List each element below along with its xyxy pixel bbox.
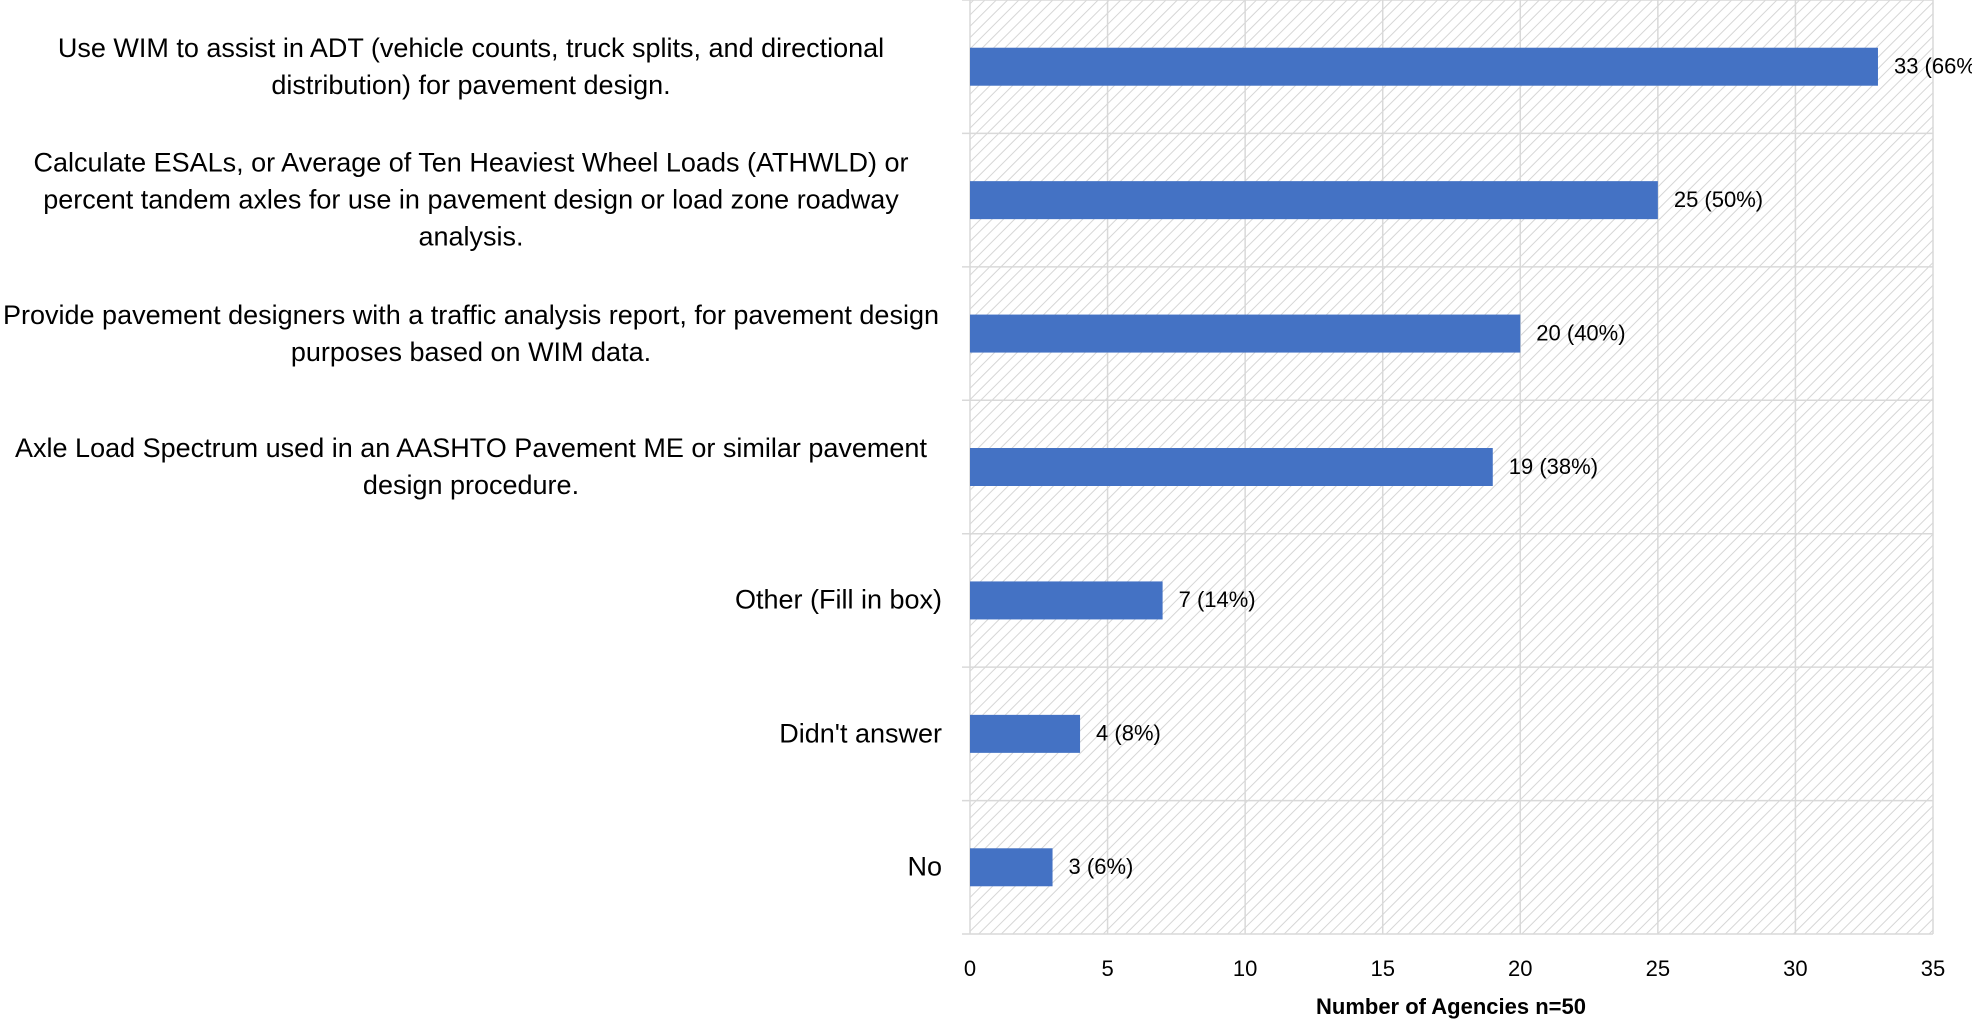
category-label-box: Calculate ESALs, or Average of Ten Heavi… (0, 145, 942, 256)
x-tick-label: 5 (1101, 956, 1113, 981)
data-label: 7 (14%) (1179, 587, 1256, 612)
bar (970, 448, 1493, 486)
x-tick-label: 15 (1370, 956, 1394, 981)
x-tick-label: 35 (1921, 956, 1945, 981)
bar (970, 181, 1658, 220)
category-label-box: Use WIM to assist in ADT (vehicle counts… (0, 30, 942, 104)
y-tick-label: Provide pavement designers with a traffi… (3, 299, 939, 367)
category-label-box: Provide pavement designers with a traffi… (0, 297, 942, 371)
category-label-box: Other (Fill in box) (735, 582, 942, 619)
data-label: 19 (38%) (1509, 454, 1598, 479)
x-tick-label: 20 (1508, 956, 1532, 981)
x-tick-label: 10 (1233, 956, 1257, 981)
data-label: 3 (6%) (1069, 854, 1134, 879)
bar (970, 314, 1521, 353)
y-tick-label: Calculate ESALs, or Average of Ten Heavi… (33, 147, 909, 252)
category-label-box: Didn't answer (779, 715, 942, 752)
bar (970, 714, 1081, 753)
y-tick-label: Didn't answer (779, 718, 942, 749)
x-axis-title: Number of Agencies n=50 (1316, 994, 1586, 1019)
data-label: 4 (8%) (1096, 721, 1161, 746)
data-label: 25 (50%) (1674, 187, 1763, 212)
category-label-box: No (907, 849, 942, 886)
data-label: 20 (40%) (1536, 320, 1625, 345)
bar (970, 848, 1053, 887)
bar (970, 581, 1163, 620)
y-tick-label: Axle Load Spectrum used in an AASHTO Pav… (15, 433, 927, 500)
category-label-box: Axle Load Spectrum used in an AASHTO Pav… (0, 430, 942, 504)
x-tick-label: 30 (1783, 956, 1807, 981)
bar (970, 47, 1878, 86)
y-tick-label: Other (Fill in box) (734, 584, 942, 615)
data-label: 33 (66%) (1894, 54, 1972, 79)
x-tick-label: 0 (964, 956, 976, 981)
y-tick-label: No (907, 851, 942, 882)
y-tick-label: Use WIM to assist in ADT (vehicle counts… (57, 32, 885, 100)
x-tick-label: 25 (1646, 956, 1670, 981)
